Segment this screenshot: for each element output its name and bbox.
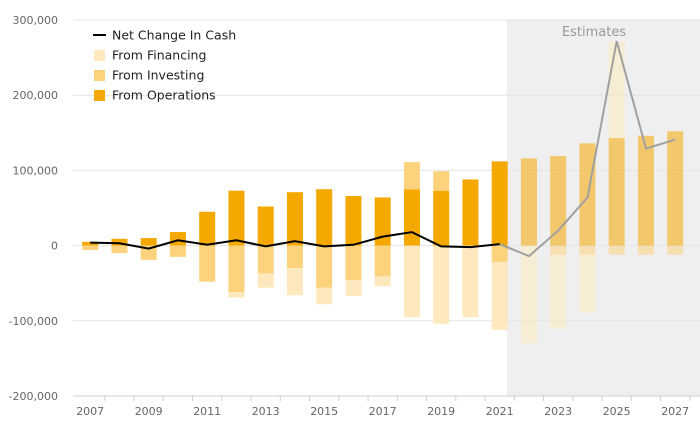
x-tick-label: 2019 (427, 405, 455, 418)
bar-investing-2009 (140, 245, 157, 260)
bar-investing-2016 (345, 245, 362, 281)
lines (90, 40, 676, 258)
bar-financing-2020 (462, 245, 479, 318)
bars (82, 41, 684, 344)
bar-financing-2022 (520, 245, 537, 344)
bar-operations-2018 (403, 189, 420, 246)
bar-operations-2011 (199, 211, 216, 246)
legend-swatch-investing (94, 70, 105, 81)
y-tick-label: 100,000 (13, 164, 59, 177)
series-line-net-change-estimate (499, 40, 676, 258)
y-tick-label: 200,000 (13, 89, 59, 102)
x-tick-label: 2021 (486, 405, 514, 418)
legend-label-financing: From Financing (112, 48, 206, 63)
bar-operations-2008 (111, 238, 128, 246)
bar-financing-2025 (608, 41, 625, 139)
bar-operations-2021 (491, 161, 508, 246)
bar-investing-2010 (169, 245, 186, 257)
bar-operations-2010 (169, 232, 186, 246)
bar-operations-2023 (550, 156, 567, 246)
bar-operations-2015 (316, 189, 333, 246)
bar-investing-2008 (111, 245, 128, 254)
bar-investing-2025 (608, 245, 625, 255)
x-tick-label: 2013 (252, 405, 280, 418)
bar-operations-2013 (257, 206, 274, 246)
legend-swatch-operations (94, 90, 105, 101)
bar-investing-2023 (550, 245, 567, 255)
bar-operations-2020 (462, 179, 479, 246)
bar-investing-2012 (228, 245, 245, 293)
x-tick-label: 2027 (661, 405, 689, 418)
bar-financing-2019 (433, 245, 450, 324)
bar-operations-2009 (140, 238, 157, 246)
series-line-net-change (90, 231, 500, 250)
bar-financing-2017 (374, 276, 391, 287)
x-tick-label: 2007 (76, 405, 104, 418)
bar-financing-2014 (286, 268, 303, 296)
axes: -200,000 -100,000 0 100,000 200,000 300,000 20… (9, 14, 700, 418)
x-tick-label: 2025 (603, 405, 631, 418)
legend-swatch-financing (94, 50, 105, 61)
bar-financing-2012 (228, 292, 245, 298)
bar-financing-2018 (403, 245, 420, 318)
bar-financing-2023 (550, 254, 567, 329)
bar-operations-2012 (228, 190, 245, 246)
legend-label-investing: From Investing (112, 68, 204, 83)
x-tick-label: 2015 (310, 405, 338, 418)
legend: Net Change In Cash From Financing From I… (93, 28, 236, 103)
bar-investing-2019 (433, 171, 450, 191)
bar-investing-2024 (579, 245, 596, 255)
legend-item-operations: From Operations (94, 88, 216, 103)
estimates-label: Estimates (562, 25, 626, 40)
x-tick-label: 2009 (135, 405, 163, 418)
bar-operations-2027 (667, 131, 684, 246)
bar-operations-2026 (637, 135, 654, 246)
bar-financing-2016 (345, 280, 362, 296)
bar-investing-2014 (286, 245, 303, 269)
bar-operations-2007 (82, 241, 99, 246)
x-tick-label: 2023 (544, 405, 572, 418)
x-tick-label: 2011 (193, 405, 221, 418)
bar-financing-2013 (257, 273, 274, 288)
bar-investing-2013 (257, 245, 274, 274)
legend-item-investing: From Investing (94, 68, 204, 83)
bar-investing-2027 (667, 245, 684, 255)
bar-operations-2016 (345, 195, 362, 246)
bar-investing-2011 (199, 245, 216, 282)
y-tick-label: 300,000 (13, 14, 59, 27)
bar-financing-2021 (491, 262, 508, 330)
legend-label-operations: From Operations (112, 88, 216, 103)
bar-operations-2017 (374, 197, 391, 246)
y-tick-label: -200,000 (9, 390, 58, 403)
bar-financing-2024 (579, 254, 596, 313)
bar-operations-2022 (520, 158, 537, 246)
legend-item-net-change: Net Change In Cash (93, 28, 236, 43)
bar-investing-2007 (82, 245, 99, 251)
bar-operations-2014 (286, 192, 303, 246)
bar-investing-2026 (637, 245, 654, 255)
legend-item-financing: From Financing (94, 48, 206, 63)
y-tick-label: 0 (51, 240, 58, 253)
y-tick-label: -100,000 (9, 315, 58, 328)
bar-operations-2025 (608, 138, 625, 246)
bar-investing-2021 (491, 245, 508, 263)
legend-label-net-change: Net Change In Cash (112, 28, 236, 43)
bar-financing-2015 (316, 287, 333, 305)
x-tick-label: 2017 (369, 405, 397, 418)
bar-investing-2017 (374, 245, 391, 277)
bar-investing-2018 (403, 162, 420, 190)
bar-operations-2019 (433, 190, 450, 246)
bar-investing-2015 (316, 245, 333, 288)
